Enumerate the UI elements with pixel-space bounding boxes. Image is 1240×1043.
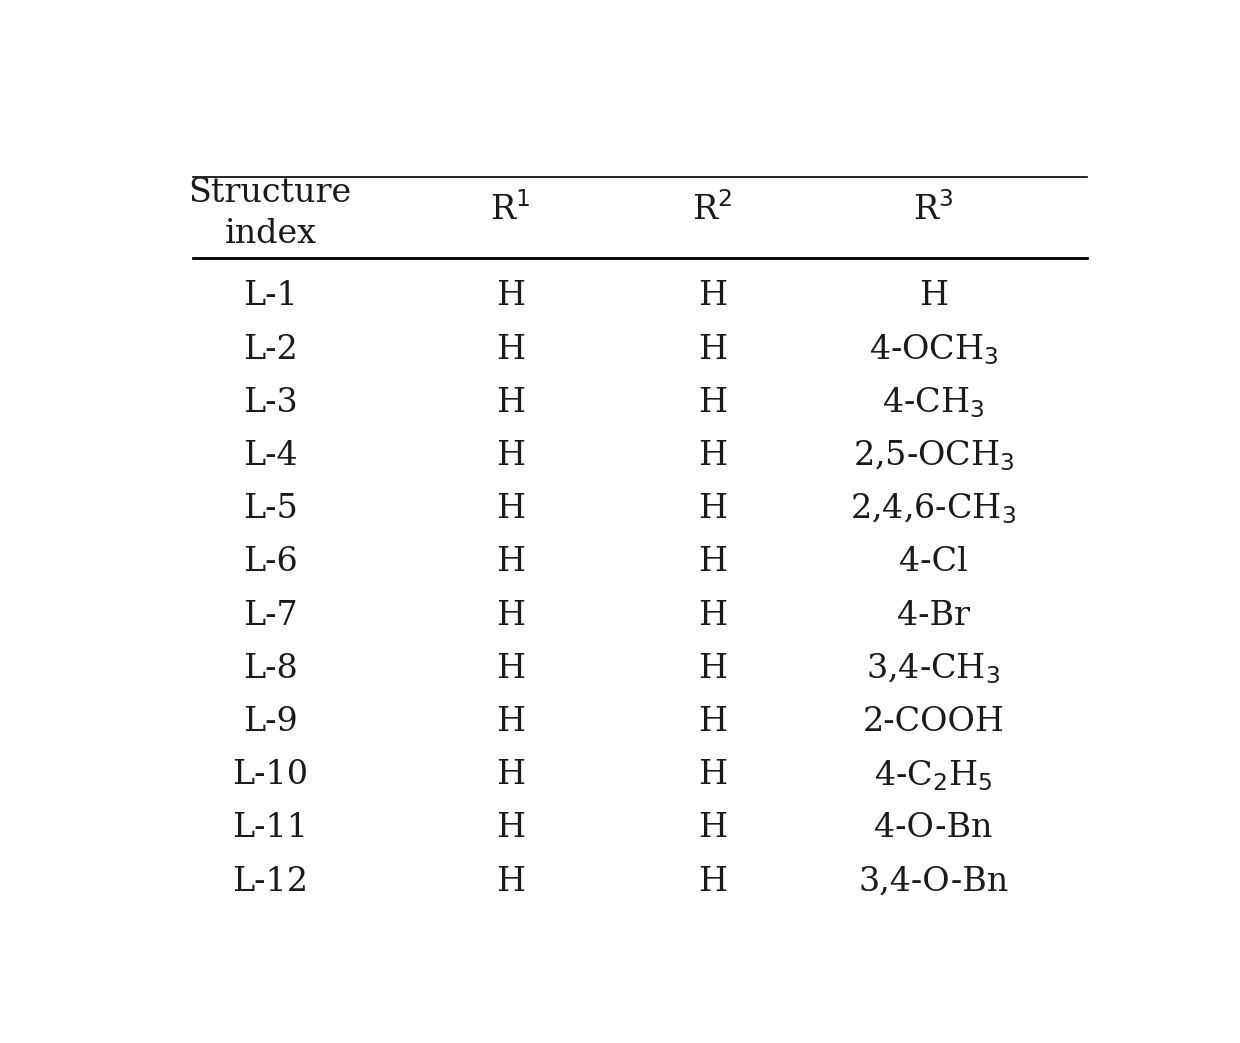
Text: 3,4-CH$_3$: 3,4-CH$_3$ [867, 652, 1001, 686]
Text: H: H [698, 866, 727, 898]
Text: H: H [496, 440, 525, 471]
Text: H: H [496, 334, 525, 365]
Text: H: H [496, 812, 525, 845]
Text: H: H [698, 653, 727, 685]
Text: L-5: L-5 [243, 493, 298, 525]
Text: R$^2$: R$^2$ [692, 192, 733, 227]
Text: H: H [698, 281, 727, 312]
Text: 4-C$_2$H$_5$: 4-C$_2$H$_5$ [874, 758, 992, 793]
Text: 4-O-Bn: 4-O-Bn [874, 812, 992, 845]
Text: H: H [919, 281, 947, 312]
Text: H: H [698, 547, 727, 579]
Text: L-1: L-1 [243, 281, 298, 312]
Text: H: H [698, 706, 727, 738]
Text: L-2: L-2 [243, 334, 298, 365]
Text: R$^1$: R$^1$ [491, 192, 531, 227]
Text: H: H [698, 600, 727, 632]
Text: H: H [496, 281, 525, 312]
Text: H: H [496, 653, 525, 685]
Text: H: H [698, 387, 727, 418]
Text: Structure: Structure [188, 177, 352, 210]
Text: H: H [698, 759, 727, 792]
Text: L-6: L-6 [243, 547, 298, 579]
Text: L-3: L-3 [243, 387, 298, 418]
Text: index: index [224, 218, 316, 249]
Text: L-9: L-9 [243, 706, 298, 738]
Text: L-12: L-12 [232, 866, 309, 898]
Text: L-11: L-11 [232, 812, 309, 845]
Text: H: H [698, 334, 727, 365]
Text: H: H [698, 812, 727, 845]
Text: 3,4-O-Bn: 3,4-O-Bn [858, 866, 1008, 898]
Text: H: H [496, 706, 525, 738]
Text: H: H [496, 600, 525, 632]
Text: H: H [496, 759, 525, 792]
Text: H: H [698, 440, 727, 471]
Text: 4-Br: 4-Br [897, 600, 970, 632]
Text: H: H [698, 493, 727, 525]
Text: 4-Cl: 4-Cl [899, 547, 967, 579]
Text: H: H [496, 387, 525, 418]
Text: H: H [496, 547, 525, 579]
Text: L-4: L-4 [243, 440, 298, 471]
Text: H: H [496, 493, 525, 525]
Text: 2-COOH: 2-COOH [862, 706, 1004, 738]
Text: L-10: L-10 [232, 759, 309, 792]
Text: 2,4,6-CH$_3$: 2,4,6-CH$_3$ [851, 492, 1017, 527]
Text: 4-OCH$_3$: 4-OCH$_3$ [868, 332, 998, 367]
Text: 4-CH$_3$: 4-CH$_3$ [882, 385, 985, 420]
Text: R$^3$: R$^3$ [913, 192, 954, 227]
Text: L-8: L-8 [243, 653, 298, 685]
Text: H: H [496, 866, 525, 898]
Text: L-7: L-7 [243, 600, 298, 632]
Text: 2,5-OCH$_3$: 2,5-OCH$_3$ [853, 439, 1014, 474]
